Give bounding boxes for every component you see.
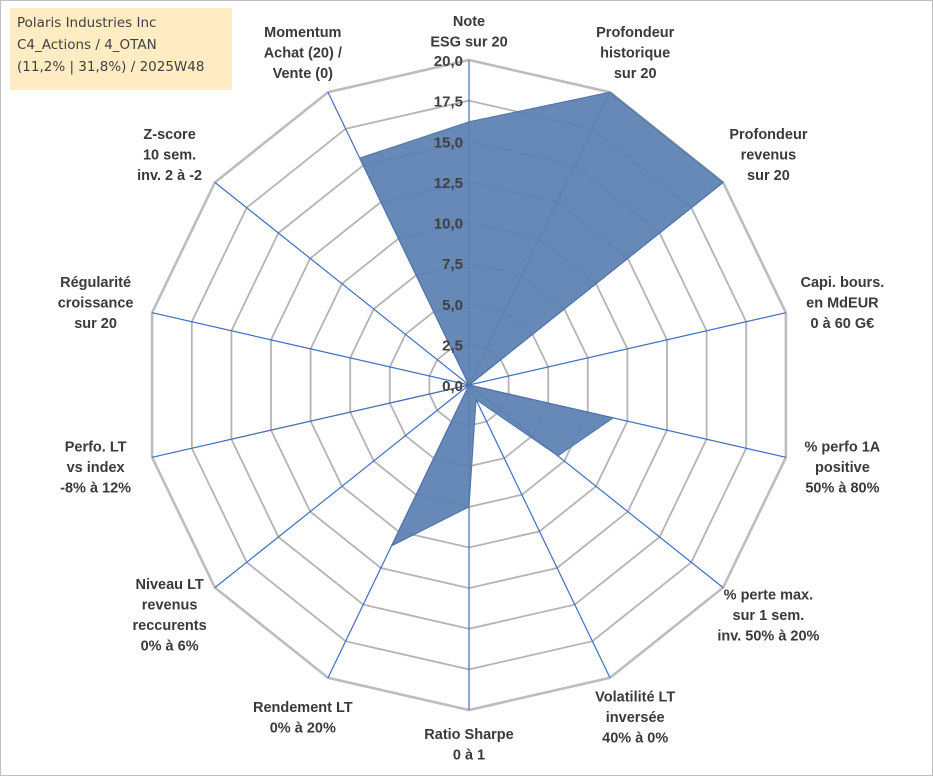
- axis-spoke-11: [151, 312, 470, 386]
- axis-label-5-line-2: inv. 50% à 20%: [717, 628, 819, 644]
- axis-label-10: Perfo. LT vs index -8% à 12%: [60, 439, 131, 496]
- axis-label-13: Momentum Achat (20) / Vente (0): [264, 25, 342, 82]
- axis-label-10-line-2: -8% à 12%: [60, 480, 131, 496]
- tick-label-0: 0,0: [442, 378, 463, 395]
- axis-label-11-line-2: sur 20: [74, 316, 117, 332]
- axis-label-4: % perfo 1A positive 50% à 80%: [805, 439, 881, 496]
- axis-label-2: Profondeur revenus sur 20: [729, 127, 807, 184]
- axis-label-12: Z-score 10 sem. inv. 2 à -2: [137, 127, 202, 184]
- tick-label-1: 2,5: [442, 337, 463, 354]
- axis-label-9-line-3: 0% à 6%: [141, 639, 199, 655]
- axis-label-2-line-0: Profondeur: [729, 127, 807, 143]
- company-name: Polaris Industries Inc: [17, 15, 157, 31]
- axis-label-7-line-0: Ratio Sharpe: [424, 727, 513, 743]
- axis-label-0-line-1: ESG sur 20: [430, 35, 507, 51]
- tick-label-8: 20,0: [434, 53, 463, 70]
- tick-label-7: 17,5: [434, 94, 463, 111]
- portfolio-name: C4_Actions / 4_OTAN: [17, 37, 157, 53]
- axis-label-0-line-0: Note: [453, 14, 485, 30]
- axis-label-5-line-1: sur 1 sem.: [733, 608, 805, 624]
- axis-label-2-line-1: revenus: [741, 148, 797, 164]
- axis-label-4-line-2: 50% à 80%: [805, 480, 879, 496]
- axis-label-1-line-0: Profondeur: [596, 25, 674, 41]
- axis-label-1: Profondeur historique sur 20: [596, 25, 674, 82]
- tick-label-5: 12,5: [434, 175, 463, 192]
- tick-label-4: 10,0: [434, 216, 463, 233]
- axis-label-11-line-1: croissance: [58, 296, 134, 312]
- axis-label-8: Rendement LT 0% à 20%: [253, 700, 353, 737]
- axis-spoke-9: [214, 384, 470, 589]
- axis-label-12-line-0: Z-score: [143, 127, 195, 143]
- axis-label-7: Ratio Sharpe 0 à 1: [424, 727, 513, 764]
- axis-spoke-6: [468, 384, 611, 679]
- axis-label-layer: Note ESG sur 20 Profondeur historique sur 20…: [58, 14, 885, 764]
- axis-label-4-line-0: % perfo 1A: [805, 439, 881, 455]
- axis-spoke-12: [214, 181, 470, 386]
- axis-label-13-line-0: Momentum: [264, 25, 341, 41]
- tick-label-3: 7,5: [442, 256, 463, 273]
- series-area-0: [223, 91, 724, 548]
- axis-label-3: Capi. bours. en MdEUR 0 à 60 G€: [801, 275, 885, 332]
- axis-label-6-line-2: 40% à 0%: [602, 731, 668, 747]
- axis-label-1-line-2: sur 20: [614, 66, 657, 82]
- axis-label-9-line-1: revenus: [142, 598, 198, 614]
- axis-label-0: Note ESG sur 20: [430, 14, 507, 51]
- axis-label-13-line-1: Achat (20) /: [264, 45, 342, 61]
- axis-label-7-line-1: 0 à 1: [453, 748, 485, 764]
- axis-label-5: % perte max. sur 1 sem. inv. 50% à 20%: [717, 587, 819, 644]
- axis-label-5-line-0: % perte max.: [724, 587, 813, 603]
- axis-label-8-line-0: Rendement LT: [253, 700, 353, 716]
- axis-label-10-line-1: vs index: [67, 460, 125, 476]
- axis-spoke-3: [468, 312, 787, 386]
- series-layer: [223, 91, 724, 548]
- axis-label-2-line-2: sur 20: [747, 168, 790, 184]
- tick-label-2: 5,0: [442, 297, 463, 314]
- axis-label-10-line-0: Perfo. LT: [65, 439, 127, 455]
- axis-label-6-line-1: inversée: [606, 710, 665, 726]
- axis-label-4-line-1: positive: [815, 460, 870, 476]
- info-box: Polaris Industries Inc C4_Actions / 4_OT…: [10, 8, 232, 90]
- axis-label-12-line-2: inv. 2 à -2: [137, 168, 202, 184]
- axis-label-3-line-0: Capi. bours.: [801, 275, 885, 291]
- axis-label-6: Volatilité LT inversée 40% à 0%: [595, 690, 675, 747]
- axis-label-11: Régularité croissance sur 20: [58, 275, 134, 332]
- axis-label-9: Niveau LT revenus reccurents 0% à 6%: [133, 577, 207, 655]
- axis-label-6-line-0: Volatilité LT: [595, 690, 675, 706]
- axis-label-9-line-2: reccurents: [133, 618, 207, 634]
- axis-label-11-line-0: Régularité: [60, 275, 131, 291]
- performance-stats: (11,2% | 31,8%) / 2025W48: [17, 59, 205, 75]
- axis-label-8-line-1: 0% à 20%: [270, 721, 336, 737]
- axis-label-13-line-2: Vente (0): [273, 66, 334, 82]
- axis-label-1-line-1: historique: [600, 45, 670, 61]
- axis-label-12-line-1: 10 sem.: [143, 148, 196, 164]
- tick-label-6: 15,0: [434, 134, 463, 151]
- tick-layer: 0,0 2,5 5,0 7,5 10,0 12,5 15,0 17,5 20,0: [434, 53, 463, 395]
- axis-label-3-line-1: en MdEUR: [806, 296, 879, 312]
- axis-label-3-line-2: 0 à 60 G€: [811, 316, 875, 332]
- axis-label-9-line-0: Niveau LT: [135, 577, 203, 593]
